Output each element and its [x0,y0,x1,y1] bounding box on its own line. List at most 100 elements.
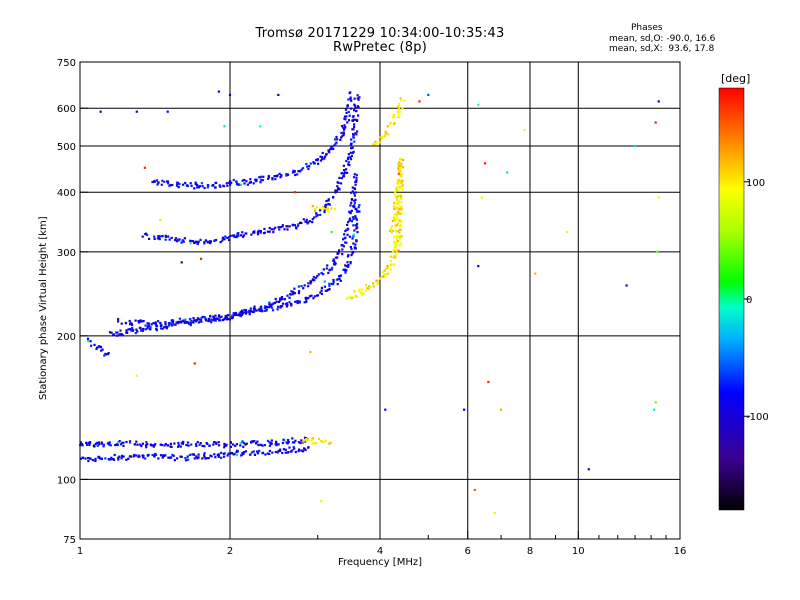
data-point [133,443,136,446]
data-point [353,109,356,112]
data-point [347,163,350,166]
data-point [180,261,183,264]
data-point [347,221,350,224]
data-point [271,451,274,454]
data-point [395,198,398,201]
data-point [239,315,242,318]
data-point [285,302,288,305]
data-point [352,242,355,245]
data-point [320,292,323,295]
data-point [260,443,263,446]
data-point [393,213,396,216]
data-point [224,315,227,318]
data-point [189,318,192,321]
data-point [261,444,264,447]
data-point [345,159,348,163]
data-point [155,179,159,182]
data-point [278,172,281,175]
data-point [218,184,221,187]
data-point [204,457,207,460]
data-point [349,91,352,94]
data-point [348,217,352,220]
data-point [391,220,394,223]
data-point [214,186,217,189]
data-point [218,314,221,317]
data-point [203,454,206,457]
data-point [338,188,341,191]
data-point [287,439,290,442]
data-point [259,175,263,178]
data-point [281,225,284,228]
data-point [383,269,386,272]
data-point [566,231,569,234]
data-point [125,329,128,332]
data-point [143,166,146,169]
data-point [122,441,125,444]
data-point [310,439,313,442]
data-point [356,94,359,97]
data-point [115,331,118,334]
data-point [395,250,398,253]
data-point [135,374,138,377]
data-point [317,162,320,165]
chart-title-line2: RwPretec (8p) [333,40,427,55]
data-point [333,144,336,147]
data-point [343,233,346,236]
data-point [132,455,135,458]
data-point [325,289,328,292]
data-point [477,265,480,268]
data-point [401,107,404,110]
data-point [193,187,196,190]
data-point [463,408,466,411]
data-point [291,293,295,296]
data-point [268,441,271,444]
data-point [213,319,216,322]
data-point [271,303,274,306]
data-point [248,313,251,316]
data-point [166,444,170,447]
data-point [395,189,398,192]
data-point [321,151,324,155]
data-point [142,456,145,459]
data-point [339,279,342,282]
data-point [322,273,325,276]
data-point [233,234,236,237]
data-point [189,240,192,243]
data-point [167,235,170,238]
data-point [232,443,235,446]
data-point [94,459,97,462]
data-point [350,297,353,300]
data-point [253,440,256,443]
data-point [304,296,307,299]
data-point [266,230,269,233]
data-point [625,284,628,287]
data-point [396,222,399,225]
x-tick-label: 4 [377,546,383,557]
data-point [181,239,184,242]
data-point [344,264,347,267]
data-point [215,181,218,184]
data-point [262,175,265,178]
data-point [243,308,246,312]
data-point [354,118,357,121]
data-point [346,233,349,236]
data-point [268,301,271,304]
data-point [249,309,252,313]
data-point [259,125,262,128]
data-point [396,207,399,210]
data-point [396,110,400,114]
data-point [164,321,167,324]
data-point [250,310,253,313]
data-point [369,285,372,289]
data-point [268,449,271,452]
data-point [298,448,301,451]
data-point [352,224,355,227]
data-point [393,242,396,245]
data-point [152,445,155,448]
data-point [267,177,270,180]
data-point [109,444,112,447]
data-point [319,159,322,162]
data-point [343,128,346,131]
data-point [656,250,659,253]
data-point [354,183,357,186]
